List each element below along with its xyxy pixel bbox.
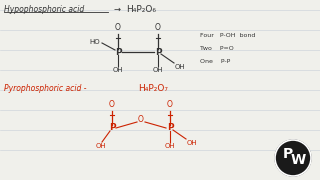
Text: P: P [283,147,293,161]
Text: P: P [109,123,115,132]
Text: Hypophosphoric acid: Hypophosphoric acid [4,5,84,14]
Text: P: P [155,48,161,57]
Text: OH: OH [165,143,175,149]
Text: O: O [155,23,161,32]
Text: W: W [290,153,306,167]
Text: →: → [113,5,120,14]
Text: OH: OH [153,67,163,73]
Text: OH: OH [175,64,186,70]
Text: P: P [167,123,173,132]
Text: H₄P₂O₆: H₄P₂O₆ [126,5,156,14]
Circle shape [275,140,311,176]
Text: OH: OH [96,143,106,149]
Text: Pyrophosphoric acid -: Pyrophosphoric acid - [4,84,86,93]
Text: H₄P₂O₇: H₄P₂O₇ [138,84,168,93]
Text: OH: OH [113,67,123,73]
Text: OH: OH [187,140,198,146]
Text: Two    P=O: Two P=O [200,46,234,51]
Text: O: O [115,23,121,32]
Text: P: P [115,48,121,57]
Text: O: O [138,116,144,125]
Text: One    P-P: One P-P [200,58,230,64]
Text: O: O [109,100,115,109]
Text: O: O [167,100,173,109]
Text: Four   P-OH  bond: Four P-OH bond [200,33,255,37]
Text: HO: HO [89,39,100,45]
